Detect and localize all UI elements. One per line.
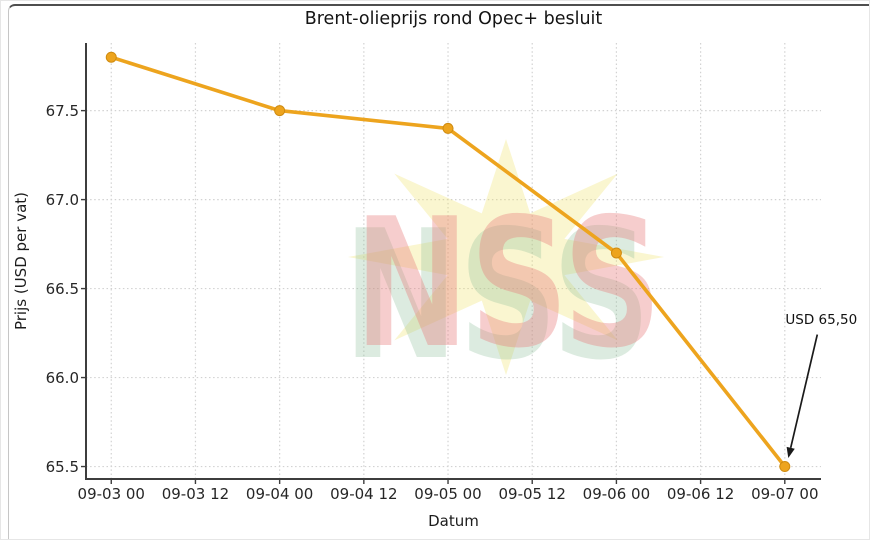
x-tick-label: 09-07 00 — [751, 485, 819, 503]
x-tick-label: 09-06 12 — [666, 485, 735, 503]
watermark-star — [348, 139, 664, 375]
y-tick-label: 67.0 — [45, 190, 79, 209]
x-tick-label: 09-03 12 — [161, 485, 230, 503]
data-point-marker — [105, 51, 117, 63]
data-point-marker — [610, 247, 622, 259]
x-tick-label: 09-05 00 — [414, 485, 482, 503]
y-axis-label: Prijs (USD per vat) — [12, 191, 30, 331]
x-tick-label: 09-06 00 — [582, 485, 651, 503]
x-tick-label: 09-04 00 — [245, 485, 314, 503]
y-tick-label: 66.5 — [45, 279, 79, 298]
annotation-arrow-head — [786, 446, 795, 459]
x-tick-label: 09-03 00 — [77, 485, 145, 503]
y-tick-label: 66.0 — [45, 368, 79, 387]
chart-title: Brent-olieprijs rond Opec+ besluit — [304, 9, 603, 29]
x-tick-label: 09-05 12 — [498, 485, 566, 503]
watermark-shadow-text: NSS — [343, 192, 651, 399]
annotation-label: USD 65,50 — [785, 311, 858, 328]
y-tick-label: 65.5 — [45, 457, 79, 476]
data-point-marker — [274, 105, 286, 117]
data-point-marker — [442, 122, 454, 134]
y-tick-label: 67.5 — [45, 101, 79, 120]
annotation-arrow-line — [789, 334, 819, 449]
x-tick-label: 09-04 12 — [330, 485, 398, 503]
watermark-text: NSS — [354, 180, 662, 387]
data-point-marker — [779, 461, 791, 473]
x-axis-label: Datum — [428, 512, 479, 530]
